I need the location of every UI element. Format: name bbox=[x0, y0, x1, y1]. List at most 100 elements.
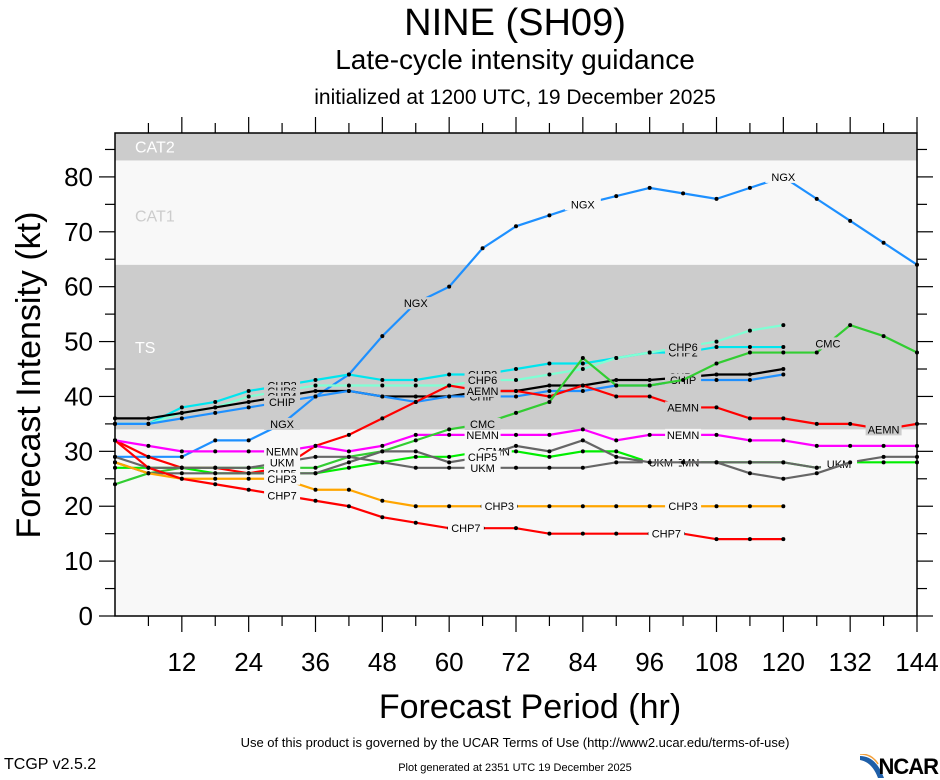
chart-title: NINE (SH09) bbox=[404, 2, 626, 44]
data-point bbox=[814, 471, 819, 476]
data-point bbox=[647, 394, 652, 399]
data-point bbox=[614, 438, 619, 443]
data-point bbox=[614, 383, 619, 388]
data-point bbox=[413, 465, 418, 470]
label-mask bbox=[821, 458, 858, 471]
data-point bbox=[881, 443, 886, 448]
data-point bbox=[714, 377, 719, 382]
series-label-ngx: NGX bbox=[270, 419, 295, 431]
series-label-chip: CHIP bbox=[269, 397, 295, 409]
label-mask bbox=[809, 337, 846, 350]
data-point bbox=[413, 504, 418, 509]
data-point bbox=[514, 224, 518, 229]
series-label-ukm: UKM bbox=[470, 463, 494, 475]
data-point bbox=[213, 410, 218, 415]
series-label-cmc: CMC bbox=[470, 419, 495, 431]
data-point bbox=[213, 465, 218, 470]
data-point bbox=[413, 438, 418, 443]
x-tick-label: 132 bbox=[828, 647, 871, 677]
y-tick-label: 20 bbox=[64, 491, 93, 521]
data-point bbox=[547, 372, 552, 377]
y-tick-label: 80 bbox=[64, 162, 93, 192]
data-point bbox=[146, 421, 151, 426]
x-tick-label: 60 bbox=[435, 647, 464, 677]
data-point bbox=[747, 438, 752, 443]
band-label-cat2: CAT2 bbox=[135, 140, 175, 157]
series-label-ngx: NGX bbox=[404, 298, 429, 310]
init-time: initialized at 1200 UTC, 19 December 202… bbox=[314, 86, 716, 109]
series-label-aemn: AEMN bbox=[467, 386, 499, 398]
data-point bbox=[246, 399, 251, 404]
x-tick-label: 144 bbox=[895, 647, 938, 677]
data-point bbox=[447, 284, 452, 289]
data-point bbox=[814, 196, 819, 201]
data-point bbox=[514, 410, 518, 415]
series-label-chp6: CHP6 bbox=[668, 342, 697, 354]
data-point bbox=[547, 449, 552, 454]
data-point bbox=[747, 537, 752, 542]
data-point bbox=[647, 383, 652, 388]
data-point bbox=[146, 454, 151, 459]
data-point bbox=[380, 515, 385, 520]
x-tick-label: 84 bbox=[568, 647, 597, 677]
label-mask bbox=[264, 456, 301, 469]
label-mask bbox=[648, 527, 685, 540]
data-point bbox=[714, 504, 719, 509]
data-point bbox=[380, 416, 385, 421]
data-point bbox=[413, 394, 418, 399]
chart-subtitle: Late-cycle intensity guidance bbox=[335, 44, 695, 75]
data-point bbox=[313, 487, 318, 492]
series-label-aemn: AEMN bbox=[868, 424, 900, 436]
data-point bbox=[380, 449, 385, 454]
data-point bbox=[447, 465, 452, 470]
series-nemn: NEMN NEMN NEMN bbox=[113, 427, 919, 458]
data-point bbox=[614, 454, 619, 459]
band-label-ts: TS bbox=[135, 340, 155, 357]
data-point bbox=[848, 443, 853, 448]
data-point bbox=[380, 460, 385, 465]
data-point bbox=[614, 531, 619, 536]
data-point bbox=[413, 520, 418, 525]
terms-of-use: Use of this product is governed by the U… bbox=[240, 735, 790, 750]
data-point bbox=[346, 449, 351, 454]
data-point bbox=[747, 416, 752, 421]
series-label-chp5: CHP5 bbox=[468, 452, 497, 464]
series-label-ngx: NGX bbox=[771, 172, 796, 184]
series-label-chp7: CHP7 bbox=[267, 490, 296, 502]
data-point bbox=[614, 377, 619, 382]
data-point bbox=[614, 394, 619, 399]
category-bands: TS CAT1 CAT2 bbox=[115, 133, 917, 616]
data-point bbox=[580, 465, 585, 470]
data-point bbox=[714, 196, 719, 201]
data-point bbox=[346, 504, 351, 509]
data-point bbox=[447, 454, 452, 459]
data-point bbox=[547, 454, 552, 459]
series-chp7: CHP7 CHP7 CHP7 bbox=[113, 438, 786, 542]
y-axis-label: Forecast Intensity (kt) bbox=[10, 212, 48, 539]
data-point bbox=[179, 454, 184, 459]
data-point bbox=[714, 339, 719, 344]
data-point bbox=[580, 531, 585, 536]
data-point bbox=[547, 361, 552, 366]
x-tick-label: 96 bbox=[635, 647, 664, 677]
data-point bbox=[179, 476, 184, 481]
data-point bbox=[747, 504, 752, 509]
label-mask bbox=[464, 450, 501, 463]
data-point bbox=[681, 191, 686, 196]
series-label-nemn: NEMN bbox=[466, 430, 498, 442]
data-point bbox=[647, 504, 652, 509]
data-point bbox=[447, 460, 452, 465]
data-point bbox=[747, 372, 752, 377]
data-point bbox=[547, 504, 552, 509]
label-mask bbox=[665, 428, 702, 441]
data-point bbox=[213, 471, 218, 476]
data-point bbox=[781, 476, 786, 481]
label-mask bbox=[665, 401, 702, 414]
data-point bbox=[814, 465, 819, 470]
data-point bbox=[447, 394, 452, 399]
band-cat2 bbox=[115, 133, 917, 161]
data-point bbox=[514, 465, 518, 470]
series-label-chp7: CHP7 bbox=[451, 523, 480, 535]
data-point bbox=[580, 361, 585, 366]
data-point bbox=[447, 432, 452, 437]
